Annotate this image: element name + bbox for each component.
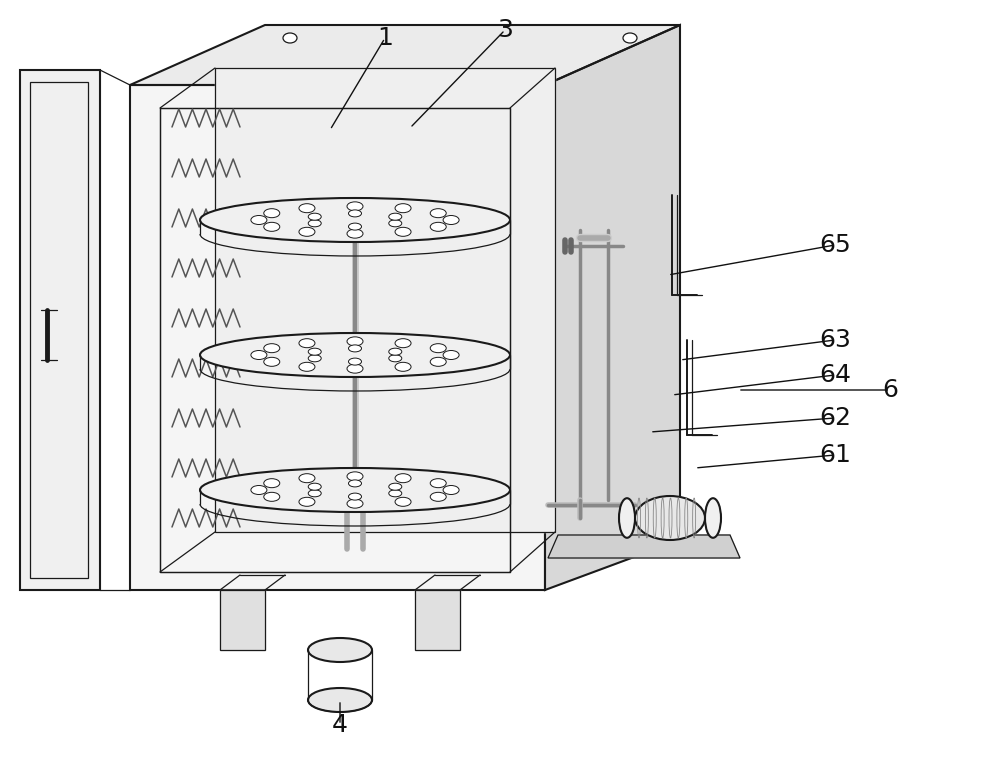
Ellipse shape	[308, 483, 321, 490]
Polygon shape	[548, 535, 740, 558]
Polygon shape	[220, 590, 265, 650]
Ellipse shape	[299, 338, 315, 348]
Ellipse shape	[283, 33, 297, 43]
Ellipse shape	[264, 222, 280, 231]
Ellipse shape	[395, 362, 411, 372]
Ellipse shape	[389, 214, 402, 221]
Text: 3: 3	[497, 18, 513, 42]
Ellipse shape	[389, 483, 402, 490]
Ellipse shape	[264, 493, 280, 501]
Ellipse shape	[308, 220, 321, 227]
Polygon shape	[20, 70, 100, 590]
Ellipse shape	[264, 209, 280, 217]
Polygon shape	[415, 590, 460, 650]
Ellipse shape	[395, 204, 411, 213]
Ellipse shape	[200, 198, 510, 242]
Ellipse shape	[251, 486, 267, 494]
Ellipse shape	[200, 333, 510, 377]
Ellipse shape	[200, 468, 510, 512]
Ellipse shape	[430, 357, 446, 366]
Text: 65: 65	[819, 233, 851, 257]
Ellipse shape	[430, 209, 446, 217]
Text: 6: 6	[882, 378, 898, 402]
Text: 64: 64	[819, 363, 851, 387]
Ellipse shape	[347, 499, 363, 508]
Ellipse shape	[619, 498, 635, 538]
Ellipse shape	[349, 223, 362, 230]
Ellipse shape	[347, 229, 363, 238]
Ellipse shape	[635, 496, 705, 540]
Ellipse shape	[308, 638, 372, 662]
Text: 62: 62	[819, 406, 851, 430]
Ellipse shape	[299, 204, 315, 213]
Ellipse shape	[299, 473, 315, 483]
Ellipse shape	[349, 358, 362, 365]
Ellipse shape	[308, 490, 321, 497]
Ellipse shape	[308, 348, 321, 355]
Ellipse shape	[430, 344, 446, 352]
Ellipse shape	[251, 216, 267, 224]
Ellipse shape	[443, 486, 459, 494]
Ellipse shape	[308, 214, 321, 221]
Ellipse shape	[347, 364, 363, 373]
Ellipse shape	[430, 479, 446, 488]
Ellipse shape	[389, 355, 402, 362]
Ellipse shape	[347, 202, 363, 210]
Ellipse shape	[395, 473, 411, 483]
Text: 4: 4	[332, 713, 348, 737]
Ellipse shape	[264, 479, 280, 488]
Ellipse shape	[264, 344, 280, 352]
Ellipse shape	[347, 337, 363, 346]
Ellipse shape	[395, 497, 411, 507]
Polygon shape	[545, 25, 680, 590]
Ellipse shape	[299, 497, 315, 507]
Ellipse shape	[389, 348, 402, 355]
Ellipse shape	[349, 493, 362, 500]
Polygon shape	[215, 68, 555, 532]
Polygon shape	[130, 25, 680, 85]
Text: 63: 63	[819, 328, 851, 352]
Ellipse shape	[430, 222, 446, 231]
Ellipse shape	[308, 355, 321, 362]
Ellipse shape	[308, 688, 372, 712]
Ellipse shape	[299, 227, 315, 237]
Ellipse shape	[349, 480, 362, 487]
Ellipse shape	[389, 220, 402, 227]
Ellipse shape	[349, 345, 362, 352]
Ellipse shape	[443, 351, 459, 359]
Polygon shape	[130, 85, 545, 590]
Ellipse shape	[705, 498, 721, 538]
Text: 61: 61	[819, 443, 851, 467]
Text: 1: 1	[377, 26, 393, 50]
Ellipse shape	[264, 357, 280, 366]
Ellipse shape	[430, 493, 446, 501]
Ellipse shape	[623, 33, 637, 43]
Ellipse shape	[347, 472, 363, 481]
Ellipse shape	[389, 490, 402, 497]
Ellipse shape	[443, 216, 459, 224]
Ellipse shape	[251, 351, 267, 359]
Ellipse shape	[395, 338, 411, 348]
Ellipse shape	[299, 362, 315, 372]
Ellipse shape	[349, 210, 362, 217]
Ellipse shape	[395, 227, 411, 237]
